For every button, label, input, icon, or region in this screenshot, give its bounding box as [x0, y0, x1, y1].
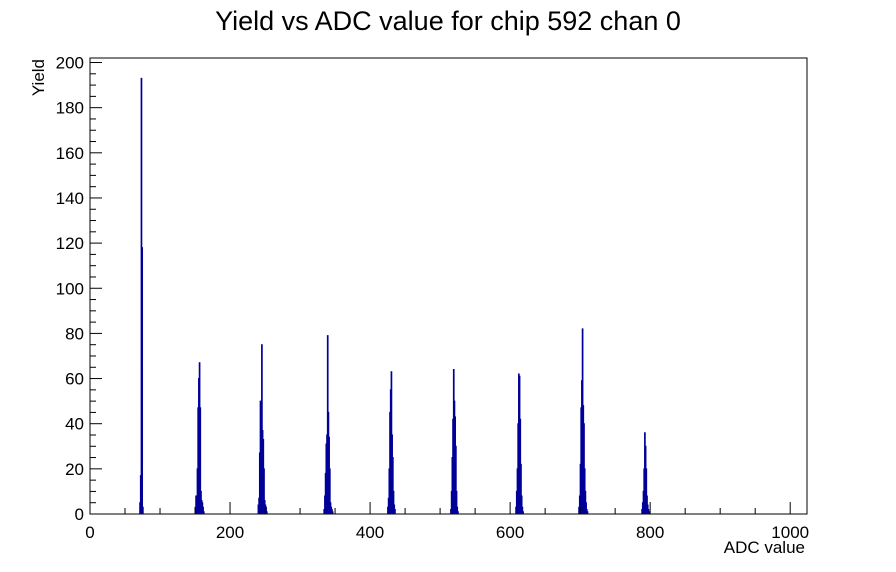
- y-tick-label: 20: [65, 460, 84, 479]
- x-axis-label: ADC value: [724, 538, 805, 557]
- x-tick-label: 400: [356, 523, 384, 542]
- plot-frame: [89, 57, 808, 515]
- x-tick-label: 200: [216, 523, 244, 542]
- y-tick-label: 120: [56, 234, 84, 253]
- y-tick-label: 180: [56, 99, 84, 118]
- tick-labels: 0 200 400 600 800 1000 0 20 40 60 80 100 120 140 160 18…: [56, 54, 809, 542]
- y-tick-label: 0: [75, 505, 84, 524]
- y-tick-label: 60: [65, 370, 84, 389]
- y-axis-label: Yield: [29, 59, 48, 96]
- histogram-outline: [139, 77, 650, 514]
- histogram-bars: [139, 77, 650, 514]
- y-tick-label: 80: [65, 324, 84, 343]
- plot-frame-layer: [89, 57, 808, 515]
- y-tick-label: 140: [56, 189, 84, 208]
- chart-title: Yield vs ADC value for chip 592 chan 0: [215, 6, 681, 36]
- y-tick-label: 200: [56, 54, 84, 73]
- y-tick-label: 40: [65, 415, 84, 434]
- axis-ticks: [89, 62, 791, 515]
- y-tick-label: 100: [56, 279, 84, 298]
- x-tick-label: 800: [636, 523, 664, 542]
- x-tick-label: 600: [496, 523, 524, 542]
- x-tick-label: 0: [85, 523, 94, 542]
- y-tick-label: 160: [56, 144, 84, 163]
- x-tick-label: 1000: [771, 523, 809, 542]
